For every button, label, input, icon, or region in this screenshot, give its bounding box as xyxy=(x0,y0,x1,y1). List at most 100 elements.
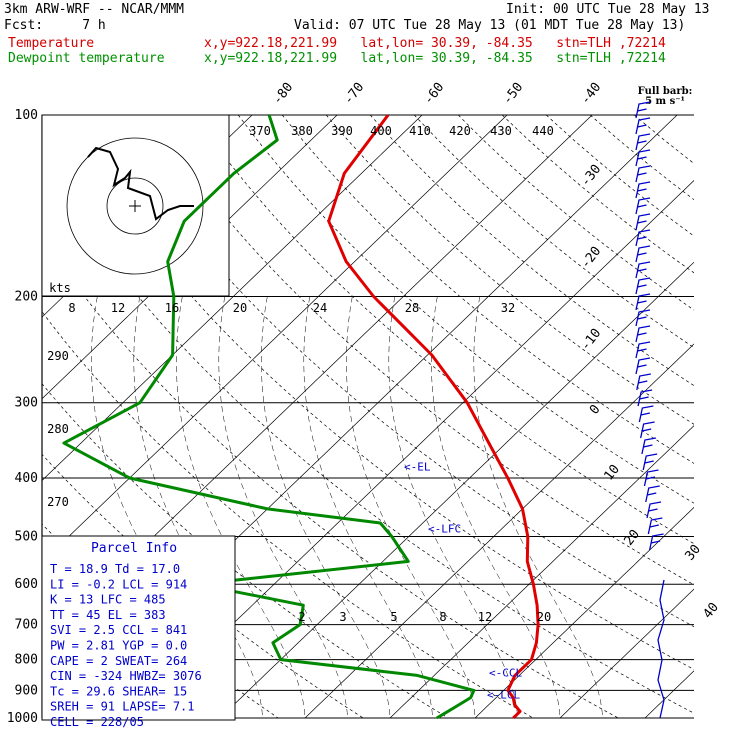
isotherm-label: -20 xyxy=(578,244,604,272)
hodograph-speed-label: 24 xyxy=(313,301,327,315)
isotherm-label: -60 xyxy=(421,80,447,108)
parcel-info-row: T = 18.9 Td = 17.0 xyxy=(50,562,180,576)
isotherm-line xyxy=(304,343,694,719)
wind-barb xyxy=(635,261,651,279)
wind-barb xyxy=(635,181,651,199)
isotherm-line xyxy=(644,670,694,719)
theta-label: 390 xyxy=(331,124,353,138)
wind-barb xyxy=(648,533,664,551)
wind-barb xyxy=(635,229,651,247)
parcel-info-row: SVI = 2.5 CCL = 841 xyxy=(50,623,187,637)
mixing-ratio-label: 20 xyxy=(537,610,551,624)
forecast-hour: Fcst: 7 h xyxy=(4,18,106,33)
hodograph-trace xyxy=(87,146,194,221)
isotherm-label: -50 xyxy=(500,80,526,108)
isotherm-label: -40 xyxy=(578,80,604,108)
dewpoint-legend: Dewpoint temperature xyxy=(8,51,165,66)
temperature-legend: Temperature xyxy=(8,36,95,51)
moist-adiabat xyxy=(303,296,433,719)
theta-label: 270 xyxy=(47,495,69,509)
hodograph-speed-label: 8 xyxy=(68,301,75,315)
isotherm-label: 10 xyxy=(602,462,623,484)
dry-adiabat xyxy=(42,311,534,719)
wind-barb xyxy=(642,453,658,471)
isotherm-label: -30 xyxy=(578,162,604,190)
pressure-tick-label: 100 xyxy=(15,108,38,123)
wind-barb xyxy=(635,101,651,119)
isotherm-label: -70 xyxy=(341,80,367,108)
dry-adiabat xyxy=(149,115,694,586)
theta-label: 440 xyxy=(532,124,554,138)
level-annotation: <-LFC xyxy=(428,523,461,536)
mixing-ratio-label: 8 xyxy=(439,610,446,624)
wind-barb xyxy=(635,325,651,343)
theta-label: 280 xyxy=(47,422,69,436)
temperature-profile xyxy=(327,115,540,720)
moist-adiabat xyxy=(218,296,348,719)
theta-label: 380 xyxy=(291,124,313,138)
moist-adiabat xyxy=(473,296,603,719)
hodograph-speed-label: 16 xyxy=(165,301,179,315)
dewpoint-profile xyxy=(62,115,476,720)
full-barb-unit: 5 m s⁻¹ xyxy=(645,96,685,107)
temperature-location: x,y=922.18,221.99 lat,lon= 30.39, -84.35… xyxy=(204,36,666,51)
pressure-tick-label: 600 xyxy=(15,577,38,592)
mixing-ratio-label: 3 xyxy=(339,610,346,624)
wind-barb xyxy=(635,357,651,375)
hodograph-origin xyxy=(129,200,141,212)
theta-label: 430 xyxy=(490,124,512,138)
wind-barb xyxy=(647,517,663,535)
isotherm-label: 20 xyxy=(622,527,643,549)
wind-barb xyxy=(635,133,651,151)
hodograph-speed-label: 20 xyxy=(233,301,247,315)
wind-barb xyxy=(646,501,662,519)
init-time: Init: 00 UTC Tue 28 May 13 xyxy=(506,2,710,17)
wind-barb xyxy=(645,485,660,503)
wind-barb xyxy=(635,149,651,167)
parcel-info-box xyxy=(41,535,236,721)
dry-adiabat xyxy=(105,115,694,628)
theta-label: 290 xyxy=(47,349,69,363)
dry-adiabat xyxy=(237,115,694,504)
isotherm-line xyxy=(730,115,740,718)
wind-barb xyxy=(635,197,651,215)
mixing-ratio-label: 2 xyxy=(298,610,305,624)
pressure-tick-label: 900 xyxy=(15,683,38,698)
hodograph-speed-label: 32 xyxy=(501,301,515,315)
wind-barb xyxy=(643,469,659,487)
isotherm-label: 0 xyxy=(587,402,604,417)
hodograph-speed-label: kts xyxy=(49,281,71,295)
parcel-info-row: CAPE = 2 SWEAT= 264 xyxy=(50,654,187,668)
isotherm-line xyxy=(389,425,694,719)
pressure-tick-label: 400 xyxy=(15,471,38,486)
mixing-ratio-label: 12 xyxy=(478,610,492,624)
pressure-tick-label: 200 xyxy=(15,290,38,305)
model-title: 3km ARW-WRF -- NCAR/MMM xyxy=(4,2,185,17)
level-annotation: <-CCL xyxy=(489,667,522,680)
dry-adiabat xyxy=(193,115,694,545)
hodograph-ring xyxy=(106,177,164,235)
isotherm-line xyxy=(42,115,338,400)
parcel-info-row: LI = -0.2 LCL = 914 xyxy=(50,577,187,591)
theta-label: 400 xyxy=(370,124,392,138)
header: 3km ARW-WRF -- NCAR/MMM Init: 00 UTC Tue… xyxy=(0,0,740,70)
pressure-tick-label: 300 xyxy=(15,396,38,411)
pressure-tick-label: 800 xyxy=(15,653,38,668)
isotherm-label: 40 xyxy=(701,600,722,622)
parcel-info-row: CIN = -324 HWBZ= 3076 xyxy=(50,669,202,683)
parcel-info-row: TT = 45 EL = 383 xyxy=(50,608,166,622)
parcel-info-row: Tc = 29.6 SHEAR= 15 xyxy=(50,684,187,698)
isotherm-line xyxy=(474,506,694,719)
dry-adiabat xyxy=(589,115,694,201)
wind-barb xyxy=(635,165,651,183)
wind-barb xyxy=(635,213,651,231)
wind-barb xyxy=(635,245,651,263)
level-annotation: <-LCL xyxy=(487,688,520,701)
isotherm-line xyxy=(559,588,694,719)
wind-barb xyxy=(635,277,651,295)
valid-time: Valid: 07 UTC Tue 28 May 13 (01 MDT Tue … xyxy=(294,18,686,33)
isotherm-label: -80 xyxy=(270,80,296,108)
dry-adiabat xyxy=(281,115,694,464)
wind-barb xyxy=(638,405,654,423)
